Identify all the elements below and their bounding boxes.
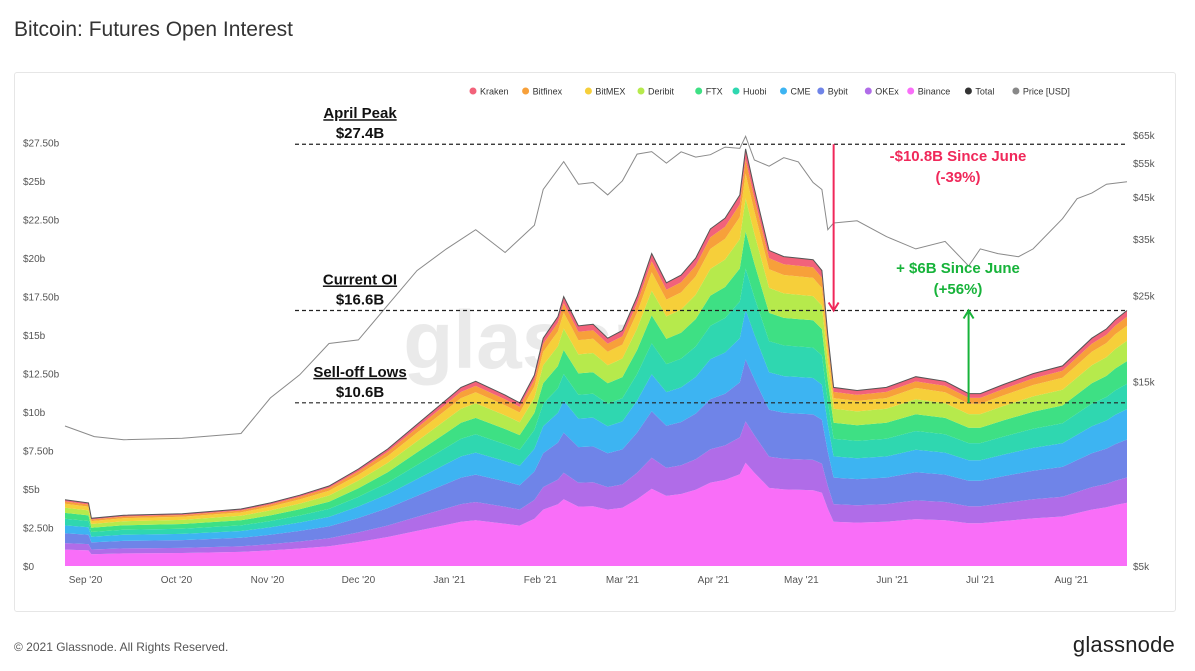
legend-swatch-7 — [817, 87, 825, 95]
page-title: Bitcoin: Futures Open Interest — [14, 18, 293, 41]
legend-label-3: Deribit — [648, 87, 675, 97]
area-cme — [65, 309, 1127, 543]
legend-label-6: CME — [791, 87, 811, 97]
x-tick-5: Feb '21 — [524, 575, 557, 586]
area-okex — [65, 421, 1127, 555]
brand-logo-text: glassnode — [1072, 632, 1175, 657]
x-tick-9: Jun '21 — [876, 575, 908, 586]
legend-label-5: Huobi — [743, 87, 767, 97]
y-tick-right-0: $5k — [1133, 562, 1150, 573]
ref-label-value-2: $10.6B — [336, 384, 385, 401]
total-line — [64, 148, 1128, 519]
legend-label-1: Bitfinex — [533, 87, 563, 97]
y-tick-left-5: $12.50b — [23, 370, 60, 381]
area-bybit — [65, 359, 1127, 550]
y-tick-left-0: $0 — [23, 562, 35, 573]
y-tick-right-3: $35k — [1133, 235, 1156, 246]
copyright-text: © 2021 Glassnode. All Rights Reserved. — [14, 640, 229, 654]
legend-swatch-0 — [469, 87, 477, 95]
legend-swatch-11 — [1012, 87, 1020, 95]
y-tick-left-9: $22.50b — [23, 216, 60, 227]
ref-label-title-0: April Peak — [323, 105, 397, 122]
x-tick-6: Mar '21 — [606, 575, 639, 586]
ref-label-title-2: Sell-off Lows — [313, 364, 406, 381]
x-tick-7: Apr '21 — [698, 575, 730, 586]
area-bitmex — [65, 173, 1127, 524]
y-tick-left-8: $20b — [23, 254, 46, 265]
y-tick-right-5: $55k — [1133, 159, 1156, 170]
x-tick-1: Oct '20 — [161, 575, 193, 586]
legend-swatch-8 — [864, 87, 872, 95]
y-tick-left-6: $15b — [23, 331, 46, 342]
y-tick-right-1: $15k — [1133, 377, 1156, 388]
x-tick-8: May '21 — [784, 575, 819, 586]
y-tick-left-7: $17.50b — [23, 293, 60, 304]
y-tick-left-1: $2.50b — [23, 524, 54, 535]
legend-swatch-5 — [732, 87, 740, 95]
legend-label-9: Binance — [918, 87, 951, 97]
y-tick-right-4: $45k — [1133, 193, 1156, 204]
legend-label-8: OKEx — [875, 87, 899, 97]
y-tick-left-3: $7.50b — [23, 447, 54, 458]
legend-label-4: FTX — [706, 87, 723, 97]
legend-label-2: BitMEX — [595, 87, 625, 97]
annot-text-rise: + $6B Since June — [896, 260, 1020, 277]
x-tick-10: Jul '21 — [966, 575, 995, 586]
legend-swatch-4 — [695, 87, 703, 95]
legend-label-0: Kraken — [480, 87, 509, 97]
legend-swatch-6 — [780, 87, 787, 95]
area-binance — [65, 462, 1127, 566]
x-tick-2: Nov '20 — [251, 575, 285, 586]
annot-sub-drop: (-39%) — [935, 169, 980, 186]
annot-arrowhead-rise — [962, 308, 975, 320]
annot-text-drop: -$10.8B Since June — [890, 148, 1027, 165]
y-tick-left-10: $25b — [23, 177, 46, 188]
x-tick-4: Jan '21 — [433, 575, 465, 586]
legend-swatch-2 — [584, 87, 592, 95]
area-deribit — [65, 198, 1127, 528]
y-tick-right-6: $65k — [1133, 131, 1156, 142]
y-tick-left-11: $27.50b — [23, 139, 60, 150]
chart-card: glassnode$0$2.50b$5b$7.50b$10b$12.50b$15… — [14, 72, 1176, 612]
annot-arrowhead-drop — [827, 301, 840, 313]
x-tick-3: Dec '20 — [342, 575, 376, 586]
ref-label-value-0: $27.4B — [336, 125, 385, 142]
legend-swatch-9 — [907, 87, 915, 95]
legend-label-10: Total — [975, 87, 994, 97]
legend-label-7: Bybit — [828, 87, 849, 97]
legend-label-11: Price [USD] — [1023, 87, 1070, 97]
legend-swatch-3 — [637, 87, 645, 95]
price-line — [64, 135, 1128, 441]
ref-label-title-1: Current OI — [323, 271, 397, 288]
area-bitfinex — [65, 159, 1127, 522]
legend-swatch-1 — [522, 87, 530, 95]
y-tick-right-2: $25k — [1133, 292, 1156, 303]
x-tick-0: Sep '20 — [69, 575, 103, 586]
x-tick-11: Aug '21 — [1054, 575, 1088, 586]
area-ftx — [65, 231, 1127, 532]
ref-label-value-1: $16.6B — [336, 291, 385, 308]
y-tick-left-2: $5b — [23, 485, 40, 496]
chart-svg: glassnode$0$2.50b$5b$7.50b$10b$12.50b$15… — [23, 87, 1156, 587]
annot-sub-rise: (+56%) — [934, 281, 983, 298]
legend-swatch-10 — [964, 87, 972, 95]
y-tick-left-4: $10b — [23, 408, 46, 419]
